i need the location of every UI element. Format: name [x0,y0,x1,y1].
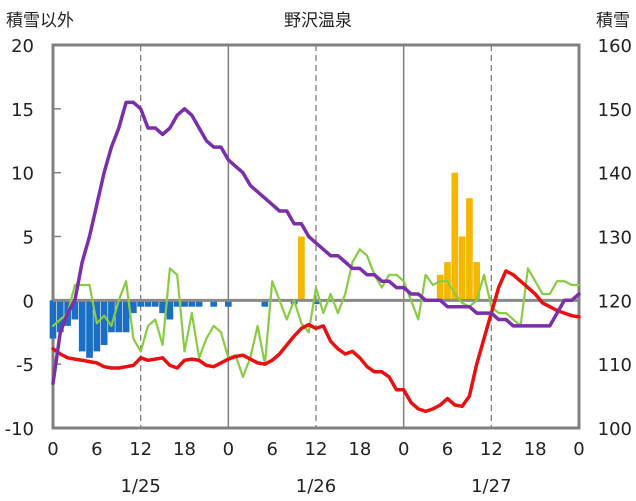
date-labels: 1/25 1/26 1/27 [120,476,511,497]
series-line [51,100,581,386]
x-tick-label: 18 [173,439,196,460]
bar [173,300,181,307]
bar [100,300,108,346]
bar [312,300,320,305]
series-line [51,248,581,378]
x-tick-label: 6 [91,439,102,460]
date-label: 1/25 [120,476,160,497]
right-tick-label: 160 [598,36,632,57]
bar [144,300,152,307]
right-tick-label: 140 [598,164,632,185]
right-tick-label: 130 [598,228,632,249]
x-tick-label: 0 [398,439,409,460]
bar [122,300,130,333]
bar [151,300,159,307]
left-tick-label: 15 [11,100,34,121]
x-tick-label: 0 [223,439,234,460]
bar [115,300,123,333]
x-tick-label: 0 [47,439,58,460]
left-tick-label: 0 [23,291,34,312]
x-tick-label: 12 [305,439,328,460]
plot-area [49,43,581,430]
left-axis-label: 積雪以外 [6,11,74,31]
bar [71,300,79,320]
bar [159,300,166,314]
x-tick-label: 18 [348,439,371,460]
bar [86,300,93,358]
bar [210,300,218,307]
bar [436,274,444,301]
x-tick-label: 18 [524,439,547,460]
x-tick-label: 0 [573,439,584,460]
bar [188,300,196,307]
left-tick-label: 10 [11,164,34,185]
bar [298,236,305,301]
x-tick-label: 6 [266,439,277,460]
chart-title: 野沢温泉 [284,11,352,31]
line-series [51,100,581,414]
bar [195,300,203,307]
x-tick-label: 12 [129,439,152,460]
left-tick-labels: 20 15 10 5 0 -5 -10 [5,36,34,440]
bar [473,262,481,301]
bar [166,300,174,320]
bar [137,300,145,307]
bar [56,300,64,333]
bar [224,300,232,307]
left-tick-label: 5 [23,228,34,249]
bar [466,198,473,301]
x-tick-label: 6 [442,439,453,460]
right-axis-label: 積雪 [596,11,630,31]
right-tick-label: 110 [598,355,632,376]
x-tick-labels: 0 6 12 18 0 6 12 18 0 6 12 18 0 [47,439,584,460]
right-tick-label: 100 [598,419,632,440]
right-tick-labels: 160 150 140 130 120 110 100 [598,36,632,440]
left-tick-label: 20 [11,36,34,57]
right-tick-label: 120 [598,291,632,312]
x-tick-label: 12 [480,439,503,460]
bar [108,300,115,333]
bar [181,300,188,307]
bar [93,300,101,352]
date-label: 1/26 [296,476,336,497]
date-label: 1/27 [471,476,511,497]
bar [78,300,86,352]
bar [130,300,137,314]
bar [458,236,466,301]
bar [451,172,459,301]
bar [261,300,269,307]
bar [49,300,57,339]
left-tick-label: -5 [16,355,34,376]
right-tick-label: 150 [598,100,632,121]
left-tick-label: -10 [5,419,34,440]
